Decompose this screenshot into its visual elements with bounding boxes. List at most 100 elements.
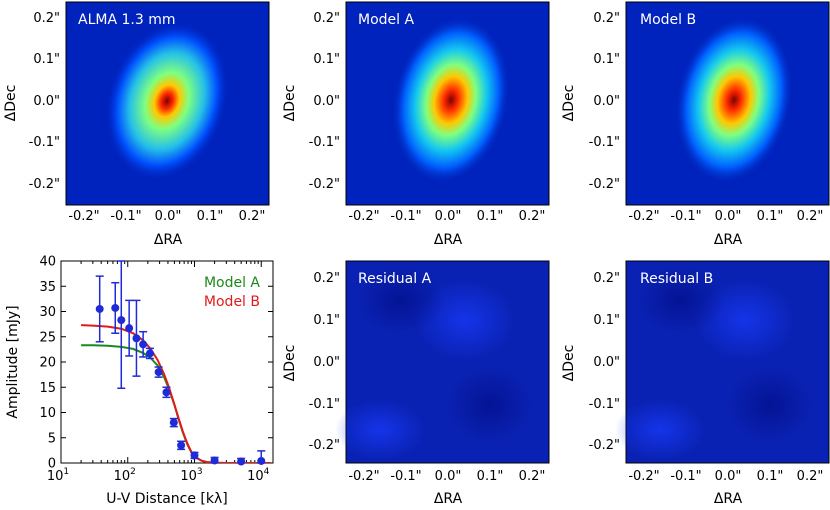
y-tick-label: 0.2" xyxy=(593,11,620,26)
data-point xyxy=(154,368,163,377)
y-tick-label: 0.2" xyxy=(593,271,620,286)
x-tick-label: -0.2" xyxy=(68,209,99,224)
x-tick-label: -0.2" xyxy=(348,469,379,484)
y-ticks: 0.2" 0.1" 0.0" -0.1" -0.2" xyxy=(589,271,620,453)
panel-title: Residual A xyxy=(358,271,432,287)
x-tick-label: 0.1" xyxy=(757,209,784,224)
y-axis-label: Amplitude [mJy] xyxy=(5,305,21,418)
x-tick-label: 0.0" xyxy=(155,209,182,224)
y-tick-label: 0.2" xyxy=(313,271,340,286)
data-point xyxy=(95,304,104,313)
y-tick-label: 0.2" xyxy=(33,11,60,26)
y-tick-label: -0.1" xyxy=(29,135,60,150)
data-point xyxy=(117,316,126,325)
y-tick-label: 25 xyxy=(39,330,56,345)
x-axis-label: ΔRA xyxy=(434,232,463,248)
y-tick-label: 5 xyxy=(48,431,56,446)
observed-points xyxy=(95,260,266,466)
data-point xyxy=(125,324,134,333)
y-tick-label: -0.1" xyxy=(309,397,340,412)
data-point xyxy=(111,303,120,312)
y-tick-label: 20 xyxy=(39,356,56,371)
y-tick-label: 15 xyxy=(39,381,56,396)
data-point xyxy=(169,418,178,427)
x-tick-label: 0.1" xyxy=(477,209,504,224)
residual-feature xyxy=(615,400,705,460)
x-tick-label: 0.1" xyxy=(757,469,784,484)
emission-blob xyxy=(104,20,230,182)
x-tick-label: 0.2" xyxy=(519,469,546,484)
y-tick-label: 0.0" xyxy=(33,94,60,109)
x-tick-label: 0.0" xyxy=(435,209,462,224)
panel-alma: ALMA 1.3 mm 0.2" 0.1" 0.0" -0.1" -0.2" -… xyxy=(3,1,270,248)
y-tick-label: -0.2" xyxy=(309,177,340,192)
panel-title: Model B xyxy=(640,12,696,28)
plot-area xyxy=(60,260,274,464)
data-point xyxy=(257,456,266,465)
x-tick-label: 0.2" xyxy=(797,469,824,484)
x-tick-label: 104 xyxy=(247,467,270,484)
x-tick-label: 0.0" xyxy=(715,209,742,224)
y-ticks: 0.2" 0.1" 0.0" -0.1" -0.2" xyxy=(589,11,620,192)
x-tick-label: 0.2" xyxy=(797,209,824,224)
x-tick-label: -0.1" xyxy=(390,209,421,224)
y-ticks: 0.2" 0.1" 0.0" -0.1" -0.2" xyxy=(309,271,340,453)
y-axis-label: ΔDec xyxy=(561,85,577,122)
y-axis-label: ΔDec xyxy=(282,85,298,122)
x-tick-label: 0.2" xyxy=(239,209,266,224)
emission-blob xyxy=(391,15,511,185)
y-tick-label: 35 xyxy=(39,280,56,295)
x-ticks: -0.2" -0.1" 0.0" 0.1" 0.2" xyxy=(348,209,545,224)
data-point xyxy=(139,340,148,349)
x-ticks: -0.2" -0.1" 0.0" 0.1" 0.2" xyxy=(348,469,545,484)
residual-feature xyxy=(355,265,445,335)
x-tick-label: 103 xyxy=(180,467,202,484)
x-axis-label: ΔRA xyxy=(714,491,743,507)
y-tick-label: 0 xyxy=(48,457,56,472)
x-tick-label: -0.2" xyxy=(628,469,659,484)
x-tick-label: -0.1" xyxy=(670,209,701,224)
y-ticks: 0.2" 0.1" 0.0" -0.1" -0.2" xyxy=(309,11,340,192)
data-point xyxy=(177,441,186,450)
panel-model-a: Model A 0.2" 0.1" 0.0" -0.1" -0.2" -0.2"… xyxy=(282,1,550,248)
x-tick-label: 0.0" xyxy=(435,469,462,484)
y-tick-label: -0.2" xyxy=(589,177,620,192)
data-point xyxy=(145,349,154,358)
panel-title: Model A xyxy=(358,12,414,28)
data-point xyxy=(132,334,141,343)
legend-entry-model-b: Model B xyxy=(204,294,260,310)
emission-blob xyxy=(674,15,794,185)
x-axis-label: U-V Distance [kλ] xyxy=(106,491,228,507)
residual-feature xyxy=(725,365,815,445)
x-axis-label: ΔRA xyxy=(434,491,463,507)
panel-title: Residual B xyxy=(640,271,713,287)
panel-model-b: Model B 0.2" 0.1" 0.0" -0.1" -0.2" -0.2"… xyxy=(561,1,830,248)
x-ticks: -0.2" -0.1" 0.0" 0.1" 0.2" xyxy=(628,469,823,484)
panel-residual-a: Residual A 0.2" 0.1" 0.0" -0.1" -0.2" -0… xyxy=(282,260,550,507)
x-axis-label: ΔRA xyxy=(714,232,743,248)
y-tick-label: 0.2" xyxy=(313,11,340,26)
x-tick-label: -0.1" xyxy=(390,469,421,484)
axis-ticks: 0 5 10 15 20 25 30 35 40 101 102 103 104 xyxy=(39,255,273,484)
residual-feature xyxy=(635,265,725,335)
x-tick-label: 0.2" xyxy=(519,209,546,224)
y-tick-label: -0.1" xyxy=(589,135,620,150)
y-tick-label: 0.1" xyxy=(593,313,620,328)
y-tick-label: 0.0" xyxy=(593,355,620,370)
x-tick-label: 0.0" xyxy=(715,469,742,484)
data-point xyxy=(190,451,199,460)
y-tick-label: -0.1" xyxy=(589,397,620,412)
panel-uv-amplitude: 0 5 10 15 20 25 30 35 40 101 102 103 104 Model A Mod… xyxy=(5,255,274,507)
x-tick-label: -0.1" xyxy=(670,469,701,484)
y-axis-label: ΔDec xyxy=(561,345,577,382)
panel-title: ALMA 1.3 mm xyxy=(78,12,175,28)
y-tick-label: 40 xyxy=(39,255,56,270)
x-tick-label: -0.2" xyxy=(348,209,379,224)
y-axis-label: ΔDec xyxy=(3,85,19,122)
y-tick-label: 0.0" xyxy=(313,355,340,370)
x-tick-label: 101 xyxy=(47,467,69,484)
legend-entry-model-a: Model A xyxy=(204,275,260,291)
y-axis-label: ΔDec xyxy=(282,345,298,382)
x-axis-label: ΔRA xyxy=(154,232,183,248)
